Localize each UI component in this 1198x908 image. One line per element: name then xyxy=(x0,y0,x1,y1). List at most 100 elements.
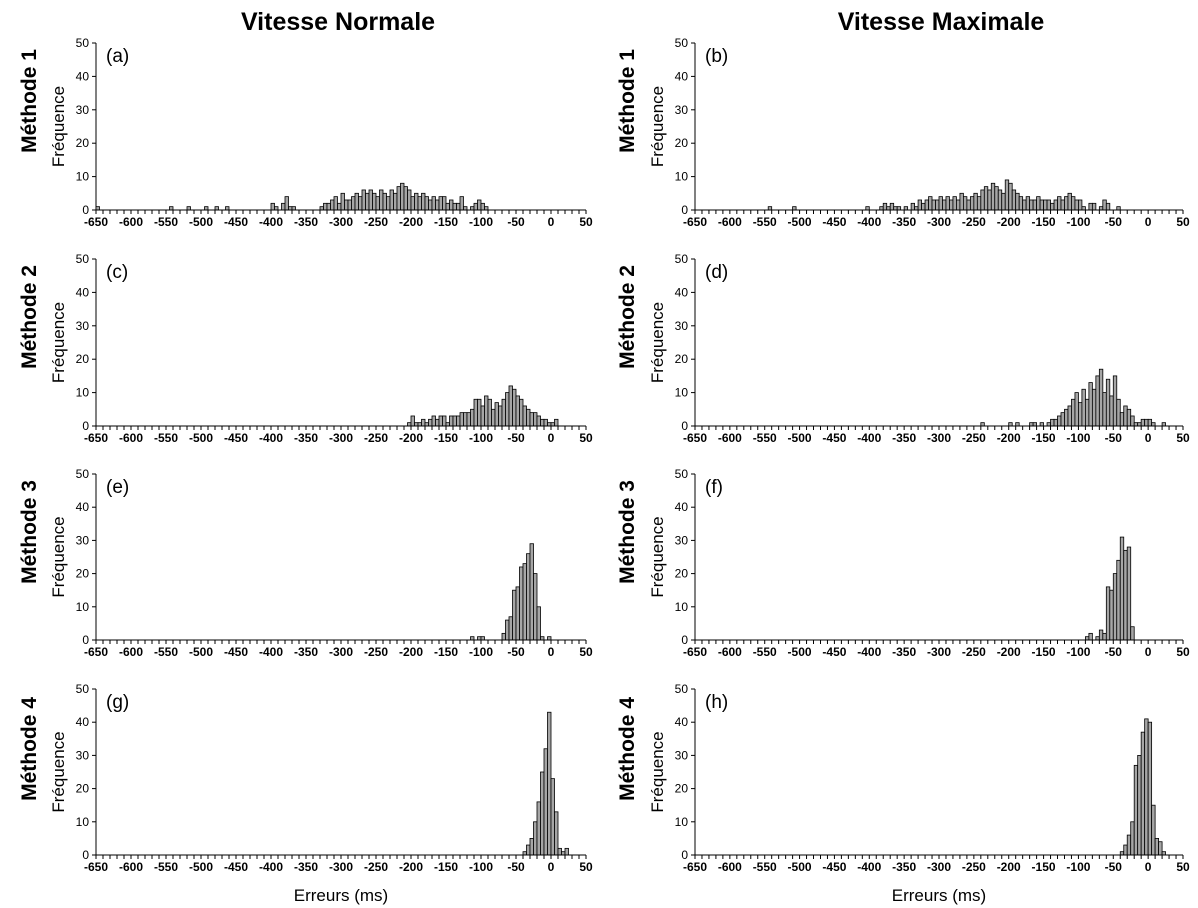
x-tick-label: -650 xyxy=(683,645,707,659)
histogram-bar xyxy=(1126,834,1132,856)
histogram-bar xyxy=(1011,189,1017,211)
histogram-bar xyxy=(1116,559,1121,641)
y-tick-label: 50 xyxy=(675,682,689,696)
histogram-bar xyxy=(354,192,359,211)
histogram-bar xyxy=(477,199,482,211)
histogram-bar xyxy=(1022,199,1027,211)
histogram-bar xyxy=(291,206,296,211)
y-tick-label: 20 xyxy=(675,782,689,796)
x-tick-label: -550 xyxy=(753,215,777,229)
x-tick-label: -150 xyxy=(434,431,458,445)
histogram-bar xyxy=(480,405,485,427)
histogram-bar xyxy=(410,196,415,211)
x-tick-label: -150 xyxy=(1032,645,1056,659)
histogram-bar xyxy=(980,189,985,211)
histogram-bar xyxy=(463,206,468,211)
histogram-bar xyxy=(459,412,464,427)
y-tick-label: 10 xyxy=(675,600,689,614)
x-tick-label: -300 xyxy=(927,215,951,229)
histogram-bar xyxy=(987,189,992,211)
histogram-bar xyxy=(1116,398,1121,427)
x-tick-label: -150 xyxy=(1032,431,1056,445)
histogram-bar xyxy=(536,415,541,427)
y-tick-label: 50 xyxy=(76,682,90,696)
x-tick-label: 50 xyxy=(1176,860,1190,874)
x-tick-label: -200 xyxy=(399,645,423,659)
y-tick-label: 30 xyxy=(76,319,90,333)
histogram-bar xyxy=(1029,199,1034,211)
histogram-bar xyxy=(529,838,534,856)
histogram-bar xyxy=(1126,408,1132,427)
histogram-bar xyxy=(442,415,447,427)
histogram-bar xyxy=(529,543,534,641)
histogram-bar xyxy=(505,619,510,641)
histogram-bar xyxy=(522,405,527,427)
histogram-bar xyxy=(438,415,443,427)
histogram-bar xyxy=(966,199,971,211)
histogram-bar xyxy=(1098,206,1104,211)
x-tick-label: -250 xyxy=(962,215,986,229)
y-tick-label: 40 xyxy=(76,285,90,299)
y-tick-label: 0 xyxy=(82,419,89,433)
y-axis-label: Fréquence xyxy=(49,731,68,812)
histogram-bar xyxy=(893,206,898,211)
histogram-bar xyxy=(1029,422,1034,427)
histogram-bar xyxy=(414,422,419,427)
x-tick-label: -500 xyxy=(189,215,213,229)
histogram-bar xyxy=(1074,199,1079,211)
histogram-bar xyxy=(1161,422,1166,427)
panel-label: (h) xyxy=(705,692,728,713)
histogram-bar xyxy=(361,189,366,211)
y-tick-label: 40 xyxy=(76,69,90,83)
x-tick-label: 50 xyxy=(579,431,593,445)
x-axis-label: Erreurs (ms) xyxy=(294,886,388,905)
histogram-bar xyxy=(393,192,398,211)
histogram-bar xyxy=(326,202,331,211)
y-tick-label: 40 xyxy=(675,285,689,299)
histogram-bar xyxy=(997,189,1003,211)
histogram-bar xyxy=(1102,632,1107,641)
row-title-method-3-right: Méthode 3 xyxy=(616,480,639,584)
x-tick-label: -100 xyxy=(1066,215,1090,229)
x-tick-label: -300 xyxy=(329,860,353,874)
histogram-bar xyxy=(942,199,947,211)
x-tick-label: -400 xyxy=(259,431,283,445)
histogram-bar xyxy=(526,553,531,641)
y-tick-label: 20 xyxy=(675,136,689,150)
x-tick-label: -600 xyxy=(718,431,742,445)
x-tick-label: -300 xyxy=(927,860,951,874)
histogram-bar xyxy=(536,606,541,641)
x-tick-label: -250 xyxy=(962,860,986,874)
histogram-bar xyxy=(1133,764,1139,856)
histogram-bar xyxy=(368,189,373,211)
panel-label: (d) xyxy=(705,262,728,283)
panel-label: (g) xyxy=(106,692,129,713)
histogram-bar xyxy=(924,199,929,211)
row-title-method-4-right: Méthode 4 xyxy=(616,697,639,801)
y-tick-label: 30 xyxy=(675,103,689,117)
histogram-bar xyxy=(952,196,957,211)
x-tick-label: -450 xyxy=(822,645,846,659)
y-axis-label: Fréquence xyxy=(648,731,667,812)
histogram-bar xyxy=(959,192,964,211)
histogram-bar xyxy=(445,202,450,211)
x-tick-label: -650 xyxy=(683,431,707,445)
histogram-bar xyxy=(1081,206,1086,211)
histogram-bar xyxy=(417,422,422,427)
x-tick-label: -600 xyxy=(718,645,742,659)
x-tick-label: -350 xyxy=(294,215,318,229)
histogram-bar xyxy=(407,189,412,211)
x-tick-label: -450 xyxy=(224,860,248,874)
x-tick-label: -150 xyxy=(434,860,458,874)
y-tick-label: 40 xyxy=(76,715,90,729)
histogram-bar xyxy=(1046,199,1051,211)
y-tick-label: 0 xyxy=(681,203,688,217)
x-tick-label: -50 xyxy=(1105,215,1123,229)
histogram-bar xyxy=(1126,546,1132,641)
y-tick-label: 20 xyxy=(76,352,90,366)
panel-label: (b) xyxy=(705,46,728,67)
y-tick-label: 10 xyxy=(675,170,689,184)
histogram-bar xyxy=(1119,412,1125,427)
x-tick-label: -350 xyxy=(294,431,318,445)
